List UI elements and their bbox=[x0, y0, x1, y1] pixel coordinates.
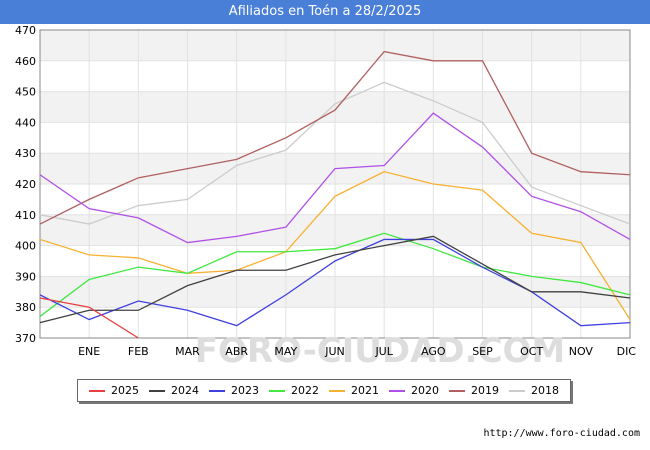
legend-label: 2023 bbox=[231, 384, 259, 397]
y-tick-label: 410 bbox=[15, 209, 36, 222]
x-tick-label: MAR bbox=[175, 345, 200, 358]
x-tick-label: NOV bbox=[569, 345, 594, 358]
series-line-2019 bbox=[39, 50, 631, 225]
y-tick-label: 440 bbox=[15, 116, 36, 129]
series-line-2022 bbox=[39, 232, 631, 317]
legend-item-2022: 2022 bbox=[269, 384, 319, 397]
x-tick-label: SEP bbox=[472, 345, 493, 358]
x-axis-labels: ENE FEB MAR ABR MAY JUN JUL AGO SEP OCT NOV DIC bbox=[78, 345, 636, 358]
legend-item-2025: 2025 bbox=[89, 384, 139, 397]
legend-swatch bbox=[389, 389, 405, 392]
y-tick-label: 470 bbox=[15, 24, 36, 37]
y-axis-labels: 370 380 390 400 410 420 430 440 450 460 470 bbox=[15, 24, 36, 345]
legend-label: 2020 bbox=[411, 384, 439, 397]
legend-item-2024: 2024 bbox=[149, 384, 199, 397]
legend-label: 2022 bbox=[291, 384, 319, 397]
y-tick-label: 390 bbox=[15, 270, 36, 283]
legend: 2025 2024 2023 2022 2021 2020 2019 2018 bbox=[77, 379, 571, 402]
legend-swatch bbox=[329, 389, 345, 392]
legend-item-2020: 2020 bbox=[389, 384, 439, 397]
watermark: FORO-CIUDAD.COM bbox=[195, 331, 566, 371]
series-lines bbox=[39, 50, 631, 339]
legend-swatch bbox=[509, 389, 525, 392]
legend-swatch bbox=[209, 389, 225, 392]
series-line-2025 bbox=[39, 297, 139, 339]
x-tick-label: ENE bbox=[78, 345, 100, 358]
plot-frame bbox=[39, 29, 631, 339]
legend-swatch bbox=[89, 389, 105, 392]
y-tick-label: 430 bbox=[15, 147, 36, 160]
y-tick-label: 450 bbox=[15, 86, 36, 99]
chart-title: Afiliados en Toén a 28/2/2025 bbox=[0, 0, 650, 24]
legend-label: 2018 bbox=[531, 384, 559, 397]
legend-swatch bbox=[269, 389, 285, 392]
source-text: http://www.foro-ciudad.com bbox=[483, 428, 640, 439]
legend-item-2023: 2023 bbox=[209, 384, 259, 397]
legend-item-2021: 2021 bbox=[329, 384, 379, 397]
x-tick-label: JUN bbox=[324, 345, 345, 358]
legend-label: 2024 bbox=[171, 384, 199, 397]
legend-label: 2025 bbox=[111, 384, 139, 397]
x-tick-label: JUL bbox=[374, 345, 393, 358]
legend-item-2018: 2018 bbox=[509, 384, 559, 397]
y-tick-label: 420 bbox=[15, 178, 36, 191]
legend-label: 2019 bbox=[471, 384, 499, 397]
series-line-2021 bbox=[39, 170, 631, 320]
x-tick-label: FEB bbox=[128, 345, 149, 358]
y-tick-label: 460 bbox=[15, 55, 36, 68]
series-line-2020 bbox=[39, 112, 631, 244]
x-tick-label: OCT bbox=[520, 345, 543, 358]
x-tick-label: DIC bbox=[617, 345, 637, 358]
x-tick-label: MAY bbox=[274, 345, 297, 358]
series-line-2018 bbox=[39, 81, 631, 225]
x-tick-label: ABR bbox=[225, 345, 248, 358]
legend-swatch bbox=[449, 389, 465, 392]
y-tick-label: 370 bbox=[15, 332, 36, 345]
legend-swatch bbox=[149, 389, 165, 392]
legend-label: 2021 bbox=[351, 384, 379, 397]
y-tick-label: 400 bbox=[15, 240, 36, 253]
x-tick-label: AGO bbox=[421, 345, 446, 358]
legend-item-2019: 2019 bbox=[449, 384, 499, 397]
y-tick-label: 380 bbox=[15, 301, 36, 314]
series-line-2024 bbox=[39, 235, 631, 324]
